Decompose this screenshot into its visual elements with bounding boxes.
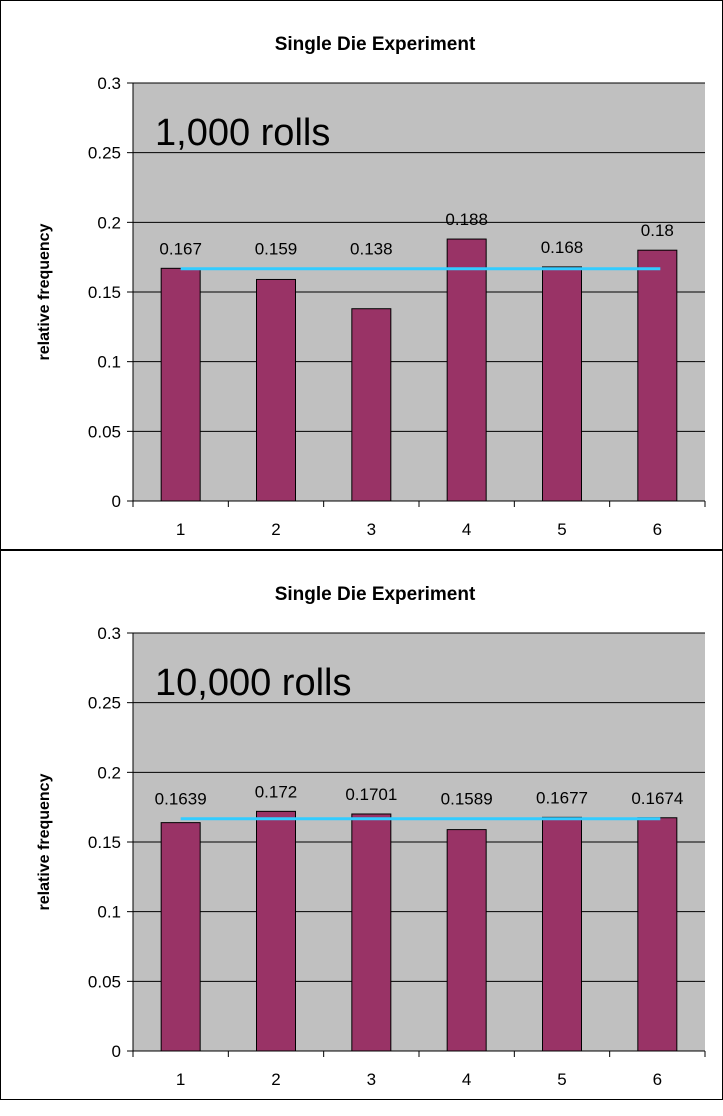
data-label: 0.18 [641,221,674,240]
bar [351,813,392,1052]
bar [542,816,582,1052]
rolls-annotation: 10,000 rolls [155,662,351,704]
chart-title: Single Die Experiment [275,34,476,55]
data-label: 0.138 [350,240,393,259]
y-tick-label: 0.2 [97,763,121,782]
bar [637,249,678,502]
x-tick-label: 3 [367,1070,376,1089]
y-axis-label: relative frequency [36,223,53,360]
rolls-annotation: 1,000 rolls [155,112,330,154]
x-tick-label: 6 [653,1070,662,1089]
data-label: 0.1677 [536,788,588,807]
data-label: 0.1639 [155,790,207,809]
y-tick-label: 0 [112,1042,121,1061]
bar [446,238,487,502]
data-label: 0.1589 [441,790,493,809]
y-tick-label: 0.05 [88,972,121,991]
y-tick-label: 0.1 [97,903,121,922]
x-tick-label: 4 [462,1070,471,1089]
y-tick-label: 0.1 [97,353,121,372]
chart-panel-1000-rolls: 0 0.05 0.1 0.15 0.2 0.25 0.3 1 2 3 4 5 6 0.167 0.159 0.… [0,0,723,550]
x-tick-label: 5 [557,520,566,539]
data-label: 0.159 [255,240,298,259]
y-tick-label: 0.3 [97,624,121,643]
data-label: 0.188 [445,210,488,229]
x-tick-label: 2 [271,1070,280,1089]
y-tick-label: 0 [112,492,121,511]
x-tick-label: 3 [367,520,376,539]
x-tick-label: 1 [176,520,185,539]
x-tick-label: 5 [557,1070,566,1089]
x-tick-label: 1 [176,1070,185,1089]
bar [160,822,201,1052]
bar [160,267,201,502]
data-label: 0.167 [159,239,202,258]
y-tick-label: 0.25 [88,144,121,163]
bar [542,266,582,502]
chart-panel-10000-rolls: 0 0.05 0.1 0.15 0.2 0.25 0.3 1 2 3 4 5 6 0.1639 0.172 0… [0,550,723,1100]
data-label: 0.172 [255,782,298,801]
y-tick-label: 0.15 [88,833,121,852]
y-tick-label: 0.05 [88,422,121,441]
bar [446,829,487,1052]
x-tick-label: 4 [462,520,471,539]
y-tick-label: 0.15 [88,283,121,302]
bar-chart-1000-rolls: 0 0.05 0.1 0.15 0.2 0.25 0.3 1 2 3 4 5 6 0.167 0.159 0.… [36,34,706,539]
chart-title: Single Die Experiment [275,584,476,605]
y-tick-label: 0.2 [97,213,121,232]
bar-chart-10000-rolls: 0 0.05 0.1 0.15 0.2 0.25 0.3 1 2 3 4 5 6 0.1639 0.172 0… [36,584,706,1089]
data-label: 0.1701 [345,785,397,804]
x-tick-label: 2 [271,520,280,539]
bar [256,810,296,1052]
data-label: 0.168 [541,238,584,257]
x-tick-label: 6 [653,520,662,539]
bar [351,308,392,502]
y-tick-label: 0.3 [97,74,121,93]
bar [256,278,296,502]
y-axis-label: relative frequency [36,773,53,910]
y-tick-label: 0.25 [88,694,121,713]
data-label: 0.1674 [631,789,683,808]
bar [637,817,678,1052]
